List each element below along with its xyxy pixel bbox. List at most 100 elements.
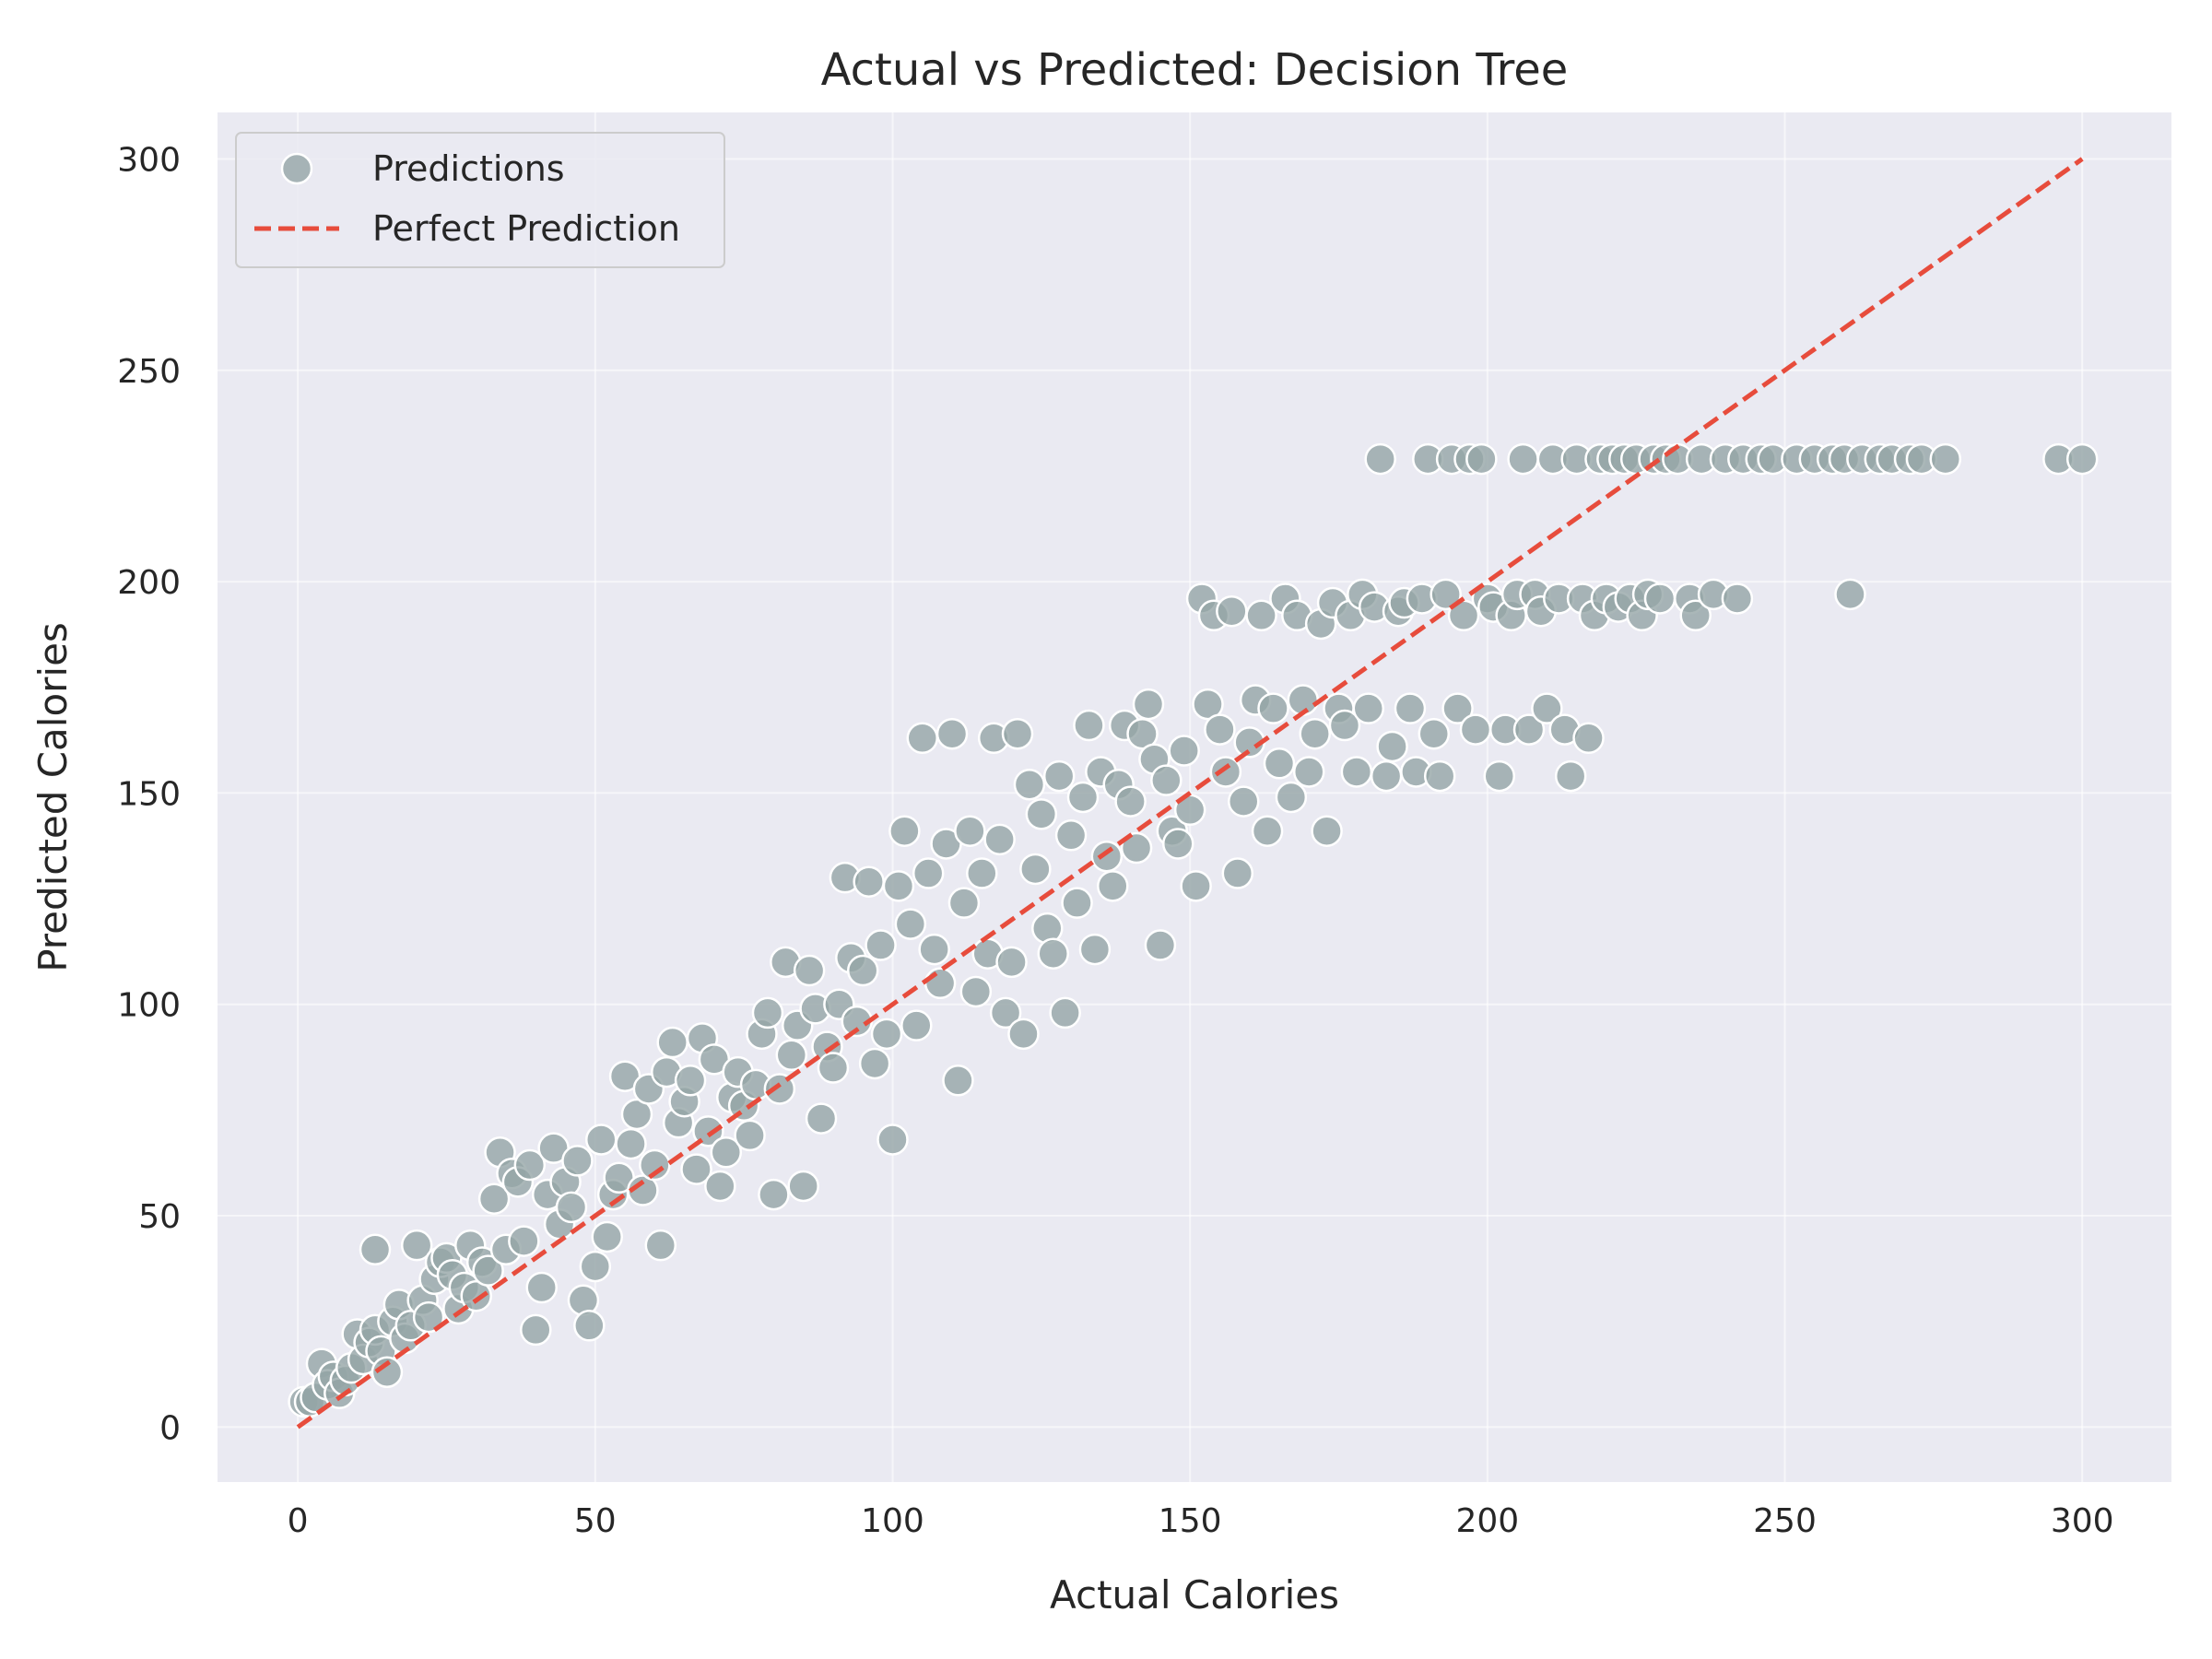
prediction-point <box>513 1148 547 1182</box>
prediction-point <box>1572 722 1605 755</box>
prediction-point <box>371 1356 404 1389</box>
y-tick-label: 100 <box>117 987 181 1025</box>
prediction-point <box>1013 768 1046 801</box>
prediction-point <box>1507 442 1539 476</box>
prediction-point <box>758 1178 790 1211</box>
prediction-point <box>882 870 915 902</box>
prediction-point <box>846 954 879 987</box>
prediction-point <box>1019 853 1052 886</box>
prediction-point <box>359 1233 392 1265</box>
prediction-point <box>924 967 957 1000</box>
prediction-point <box>1168 735 1200 767</box>
prediction-point <box>1263 747 1296 780</box>
prediction-point <box>1073 709 1105 742</box>
prediction-point <box>775 1039 808 1072</box>
prediction-point <box>935 717 969 750</box>
prediction-point <box>1275 781 1308 814</box>
prediction-point <box>734 1119 766 1152</box>
prediction-point <box>858 1047 891 1080</box>
y-axis-title: Predicted Calories <box>30 622 76 972</box>
prediction-point <box>1834 578 1866 611</box>
prediction-point <box>1209 756 1242 788</box>
prediction-point <box>888 815 921 847</box>
prediction-point <box>525 1271 558 1304</box>
prediction-point <box>1459 713 1492 746</box>
prediction-point <box>912 857 945 889</box>
y-tick-label: 300 <box>117 141 181 179</box>
data-points <box>288 442 2099 1418</box>
prediction-point <box>1204 713 1236 746</box>
prediction-point <box>508 1225 540 1257</box>
legend-marker-predictions <box>280 152 313 185</box>
x-tick-label: 200 <box>1455 1502 1519 1540</box>
prediction-point <box>1483 759 1515 793</box>
prediction-point <box>1221 857 1254 889</box>
prediction-point <box>639 1148 671 1182</box>
prediction-point <box>1257 692 1289 724</box>
prediction-point <box>1097 870 1129 902</box>
prediction-point <box>1126 717 1159 750</box>
prediction-point <box>573 1310 606 1342</box>
prediction-point <box>865 929 897 961</box>
prediction-point <box>1531 692 1563 724</box>
prediction-point <box>704 1170 736 1203</box>
y-tick-label: 0 <box>159 1409 181 1447</box>
y-tick-label: 50 <box>138 1198 181 1236</box>
prediction-point <box>1025 798 1058 830</box>
x-tick-label: 50 <box>574 1502 617 1540</box>
prediction-point <box>710 1136 743 1169</box>
prediction-point <box>1114 785 1147 818</box>
legend: Predictions Perfect Prediction <box>235 132 725 268</box>
y-tick-label: 150 <box>117 775 181 813</box>
prediction-point <box>1216 594 1248 628</box>
prediction-point <box>555 1191 588 1224</box>
prediction-point <box>763 1073 796 1105</box>
prediction-point <box>1049 996 1081 1030</box>
prediction-point <box>995 946 1028 979</box>
prediction-point <box>942 1065 974 1097</box>
legend-label-predictions: Predictions <box>372 148 565 189</box>
y-tick-label: 200 <box>117 564 181 602</box>
prediction-point <box>1150 764 1182 796</box>
y-tick-label: 250 <box>117 353 181 391</box>
prediction-point <box>1042 759 1076 793</box>
prediction-point <box>877 1124 909 1156</box>
prediction-point <box>1037 937 1069 970</box>
prediction-point <box>627 1174 659 1206</box>
reference-line-layer <box>296 157 2084 1430</box>
prediction-point <box>656 1026 688 1059</box>
perfect-prediction-line <box>296 157 2084 1430</box>
prediction-point <box>1054 819 1088 852</box>
prediction-point <box>561 1145 594 1177</box>
prediction-point <box>620 1098 653 1131</box>
prediction-point <box>1007 1018 1040 1051</box>
prediction-point <box>894 908 927 940</box>
prediction-point <box>954 815 986 847</box>
prediction-point <box>966 857 998 889</box>
prediction-point <box>1430 578 1462 611</box>
prediction-point <box>1554 759 1587 793</box>
prediction-point <box>959 975 993 1008</box>
grid-lines <box>218 112 2171 1482</box>
prediction-point <box>1721 582 1754 615</box>
prediction-point <box>1245 599 1277 632</box>
prediction-point <box>400 1229 433 1262</box>
prediction-point <box>1162 828 1194 860</box>
x-tick-label: 300 <box>2051 1502 2114 1540</box>
prediction-point <box>477 1182 511 1215</box>
prediction-point <box>1311 815 1343 847</box>
x-tick-label: 150 <box>1159 1502 1222 1540</box>
prediction-point <box>1251 815 1284 847</box>
legend-label-perfect-prediction: Perfect Prediction <box>372 208 680 249</box>
prediction-point <box>900 1009 933 1041</box>
prediction-point <box>1929 442 1962 476</box>
prediction-point <box>787 1170 819 1203</box>
prediction-point <box>947 887 981 919</box>
prediction-point <box>412 1300 445 1334</box>
x-tick-label: 250 <box>1753 1502 1817 1540</box>
prediction-point <box>805 1102 838 1135</box>
prediction-point <box>1120 831 1153 865</box>
prediction-point <box>817 1052 850 1084</box>
